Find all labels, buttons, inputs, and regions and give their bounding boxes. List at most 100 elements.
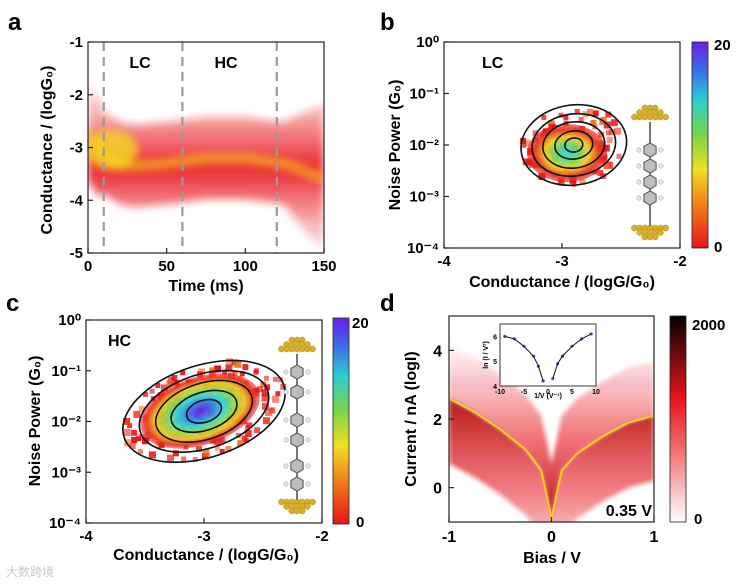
- y-tick-label: 10⁻²: [409, 137, 439, 154]
- benzene-ring: [290, 432, 304, 448]
- y-tick-label: 10⁻³: [51, 464, 81, 481]
- bias-annotation: 0.35 V: [606, 503, 653, 520]
- heatmap-pixel: [280, 383, 287, 390]
- heatmap-pixel: [142, 391, 148, 397]
- heatmap-pixel: [522, 158, 530, 166]
- inset-curve-left: [504, 335, 544, 382]
- heatmap-pixel: [578, 116, 584, 122]
- contour-line: [564, 137, 584, 153]
- y-tick-label: 4: [433, 343, 442, 360]
- y-tick-label: -4: [70, 192, 84, 209]
- heatmap-pixel: [261, 389, 269, 397]
- gold-atom: [657, 229, 664, 236]
- inset-x-tick-label: 0: [546, 389, 550, 396]
- heatmap-pixel: [133, 410, 141, 418]
- hydrogen-atom: [283, 463, 289, 469]
- benzene-ring: [290, 412, 304, 428]
- heatmap-pixel: [131, 437, 138, 443]
- y-tick-label: -3: [70, 140, 83, 157]
- heatmap-pixel: [563, 115, 569, 121]
- contour-line: [154, 379, 254, 443]
- yellow-hotspot: [88, 130, 138, 170]
- heatmap-pixel: [260, 381, 267, 388]
- heatmap-pixel: [209, 367, 215, 373]
- benzene-ring: [643, 190, 657, 206]
- heatmap-pixel: [275, 391, 281, 397]
- panel-d: d 420-1 0 1 654-10 -5 0 5 10 1/V (V⁻¹) ln (I /…: [380, 290, 725, 567]
- y-tick-label: 0: [433, 481, 442, 498]
- contour-line: [542, 121, 606, 169]
- heatmap-pixel: [138, 449, 143, 454]
- hydrogen-atom: [283, 369, 289, 375]
- gold-atom: [662, 224, 669, 232]
- heatmap-pixel: [523, 139, 531, 147]
- heatmap-pixel: [196, 446, 202, 452]
- heatmap-pixel: [226, 358, 233, 366]
- heatmap-pixel: [166, 379, 172, 385]
- heatmap-pixel: [239, 371, 245, 377]
- benzene-ring: [290, 458, 304, 474]
- benzene-ring: [290, 476, 304, 492]
- heatmap-pixel: [254, 427, 261, 434]
- heatmap-pixel: [242, 364, 249, 371]
- panel-d-ylabel: Current / nA (logI): [403, 351, 420, 486]
- panel-c-letter: c: [6, 290, 19, 317]
- hydrogen-atom: [305, 463, 311, 469]
- y-tick-label: 10⁻³: [409, 189, 439, 206]
- inset-y-tick-label: 6: [493, 334, 497, 341]
- panel-d-letter: d: [380, 290, 395, 317]
- x-tick-label: -3: [555, 253, 568, 270]
- heatmap-pixel: [192, 457, 198, 463]
- heatmap-pixel: [603, 163, 610, 169]
- molecule-lc: [631, 104, 669, 241]
- conductance-band: [88, 81, 324, 253]
- x-tick-label: 0: [84, 258, 92, 275]
- panel-c-xlabel: Conductance / (logG/G₀): [113, 547, 299, 564]
- heatmap-pixel: [262, 402, 269, 410]
- heatmap-pixel: [222, 370, 228, 376]
- colorbar-c-min: 0: [356, 514, 364, 531]
- heatmap-pixel: [558, 112, 564, 118]
- x-tick-label: 150: [311, 258, 336, 275]
- heatmap-pixel: [598, 131, 605, 138]
- heatmap-pixel: [538, 172, 546, 180]
- heatmap-pixel: [600, 116, 607, 123]
- y-tick-label: 2: [433, 412, 442, 429]
- inset-xlabel: 1/V (V⁻¹): [534, 393, 562, 400]
- heatmap-pixel: [129, 442, 136, 449]
- gold-atom: [298, 507, 306, 515]
- heatmap-pixel: [587, 108, 593, 115]
- y-tick-label: -5: [70, 245, 83, 262]
- density-core-lc: [527, 124, 607, 182]
- panel-a-heatmap: [88, 42, 324, 253]
- heatmap-pixel: [172, 450, 179, 457]
- heatmap-pixel: [244, 430, 252, 437]
- heatmap-pixel: [606, 137, 613, 143]
- colorbar-b: [691, 41, 709, 249]
- heatmap-pixel: [234, 360, 242, 368]
- heatmap-pixel: [167, 454, 174, 462]
- x-tick-label: -2: [673, 253, 686, 270]
- inset-x-tick-label: -10: [495, 389, 505, 396]
- heatmap-pixel: [203, 453, 210, 460]
- heatmap-pixel: [520, 137, 527, 144]
- heatmap-pixel: [149, 388, 155, 394]
- benzene-ring: [643, 174, 657, 190]
- x-tick-label: -4: [79, 528, 93, 545]
- heatmap-pixel: [225, 446, 232, 452]
- heatmap-pixel: [131, 429, 138, 436]
- heatmap-pixel: [225, 364, 233, 372]
- heatmap-pixel: [124, 439, 132, 447]
- heatmap-pixel: [606, 130, 611, 136]
- contours-lc: [520, 103, 628, 187]
- hydrogen-atom: [283, 389, 289, 395]
- hydrogen-atom: [658, 163, 664, 169]
- inset-fn-plot: 6 5 4-10 -5 0 5 10 1/V (V⁻¹) ln (I / V²): [483, 323, 600, 400]
- gold-atom: [309, 498, 316, 506]
- panel-d-axes: 420-1 0 1: [433, 343, 658, 546]
- heatmap-pixel: [181, 456, 187, 462]
- inset-curve-right: [552, 333, 592, 379]
- heatmap-pixel: [263, 375, 269, 381]
